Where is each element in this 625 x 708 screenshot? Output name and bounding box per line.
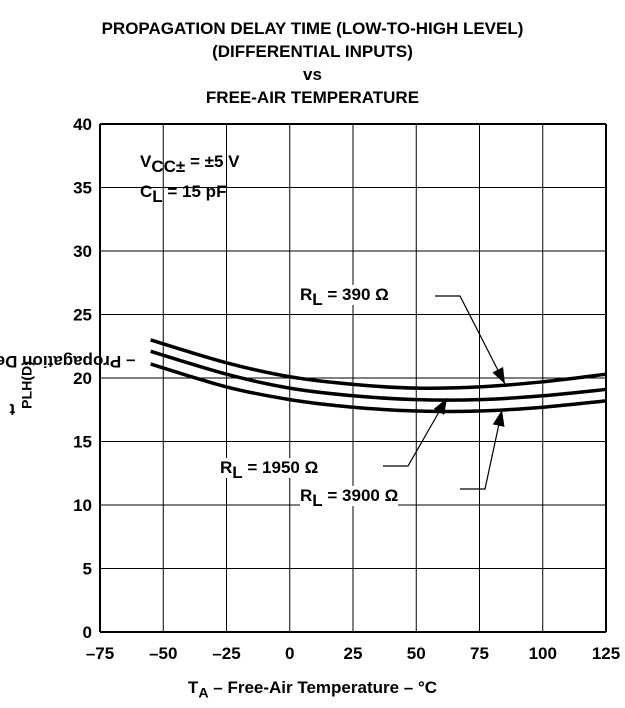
condition-cl: CL = 15 pF: [140, 182, 227, 206]
y-tick-label: 20: [73, 369, 92, 388]
series-line-rl-3900: [150, 362, 607, 414]
x-tick-label: –50: [149, 644, 177, 663]
series-label-rl-3900: RL = 3900 Ω: [300, 486, 399, 510]
y-tick-label: 40: [73, 115, 92, 134]
series-line-rl-390: [150, 338, 607, 391]
chart-title-line-4: FREE-AIR TEMPERATURE: [205, 88, 420, 107]
y-tick-label: 25: [73, 306, 92, 325]
x-tick-label: 50: [407, 644, 426, 663]
series-line-rl-1950: [150, 349, 607, 402]
x-axis-label: TA – Free-Air Temperature – °C: [187, 678, 438, 702]
x-tick-label: –75: [86, 644, 114, 663]
x-tick-label: 0: [285, 644, 294, 663]
chart-title-line-3: vs: [303, 65, 322, 84]
leader-arrow-rl-390: [435, 295, 506, 385]
chart-title-line-1: PROPAGATION DELAY TIME (LOW-TO-HIGH LEVE…: [101, 19, 524, 38]
x-tick-label: 25: [344, 644, 363, 663]
leader-arrow-rl-3900: [460, 409, 505, 490]
y-tick-label: 35: [73, 179, 92, 198]
y-tick-label: 10: [73, 496, 92, 515]
series-label-rl-1950: RL = 1950 Ω: [220, 458, 319, 482]
y-tick-label: 15: [73, 433, 92, 452]
x-tick-label: 75: [470, 644, 489, 663]
y-tick-label: 30: [73, 242, 92, 261]
y-tick-label: 0: [83, 623, 92, 642]
x-tick-label: 125: [592, 644, 620, 663]
chart-title-line-2: (DIFFERENTIAL INPUTS): [212, 42, 413, 61]
y-tick-label: 5: [83, 560, 92, 579]
x-tick-label: –25: [212, 644, 240, 663]
x-tick-label: 100: [529, 644, 557, 663]
leader-arrow-rl-1950: [383, 397, 448, 467]
series-label-rl-390: RL = 390 Ω: [300, 285, 389, 309]
condition-vcc: VCC± = ±5 V: [140, 152, 240, 176]
